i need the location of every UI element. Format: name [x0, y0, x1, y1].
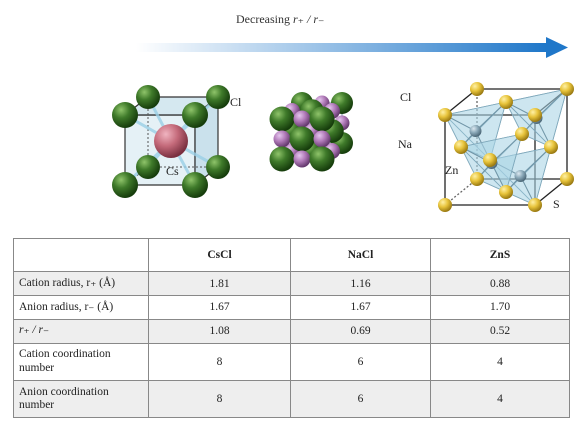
zns-s-atom — [528, 198, 542, 212]
zns-unit-cell — [438, 82, 574, 212]
zns-tetrahedron — [460, 100, 507, 161]
zns-zn-atom — [469, 125, 482, 137]
zns-s-atom — [515, 127, 529, 141]
table-cell: 1.81 — [148, 271, 291, 296]
table-cell: 8 — [148, 379, 291, 419]
zns-bond — [520, 146, 552, 177]
zns-anion-label: S — [553, 197, 560, 211]
table-header-cell: ZnS — [430, 237, 570, 273]
zns-tetrahedron — [505, 101, 552, 148]
table-row: Anion radius, r₋ (Å) 1.67 1.67 1.70 — [13, 294, 570, 320]
nacl-na-atom — [313, 130, 331, 148]
row-label: Cation coordination number — [13, 342, 149, 381]
row-label: Anion coordination number — [13, 379, 149, 419]
zns-s-atom — [470, 82, 484, 96]
arrow-label-ratio: r₊ / r₋ — [292, 12, 325, 26]
nacl-anion-label: Cl — [400, 90, 412, 104]
row-label: Cation radius, r₊ (Å) — [13, 271, 149, 296]
zns-s-atom — [499, 185, 513, 199]
cscl-cl-atom — [182, 172, 208, 198]
table-row: Cation radius, r₊ (Å) 1.81 1.16 0.88 — [13, 271, 570, 296]
cscl-cl-atom — [136, 85, 160, 109]
table-cell: 1.70 — [430, 294, 570, 320]
nacl-cl-atom — [269, 106, 295, 132]
zns-cation-label: Zn — [445, 163, 459, 177]
zns-s-atom — [470, 172, 484, 186]
cscl-cl-atom — [112, 172, 138, 198]
nacl-na-atom — [273, 130, 291, 148]
cscl-cl-atom — [206, 155, 230, 179]
nacl-cation-label: Na — [398, 137, 412, 151]
crystal-structures — [112, 37, 574, 212]
table-cell: 4 — [430, 342, 570, 381]
zns-s-atom — [560, 82, 574, 96]
table-header-cell — [13, 237, 149, 273]
zns-s-atom — [438, 198, 452, 212]
table-cell: 6 — [290, 342, 431, 381]
zns-s-atom — [528, 108, 542, 122]
cscl-cl-atom — [182, 102, 208, 128]
table-cell: 4 — [430, 379, 570, 419]
table-row: Anion coordination number 8 6 4 — [13, 379, 570, 419]
table-cell: 1.67 — [290, 294, 431, 320]
arrow-label: Decreasing r₊ / r₋ — [236, 12, 324, 27]
zns-s-atom — [454, 140, 468, 154]
row-label: r₊ / r₋ — [13, 318, 149, 344]
table-cell: 1.08 — [148, 318, 291, 344]
zns-zn-atom — [514, 170, 527, 182]
table-cell: 8 — [148, 342, 291, 381]
zns-cell-edge — [444, 178, 478, 206]
zns-s-atom — [438, 108, 452, 122]
table-cell: 6 — [290, 379, 431, 419]
table-header-cell: NaCl — [290, 237, 431, 273]
table-cell: 0.69 — [290, 318, 431, 344]
cscl-cl-atom — [206, 85, 230, 109]
zns-s-atom — [499, 95, 513, 109]
decreasing-ratio-arrow — [136, 37, 568, 58]
row-label: Anion radius, r₋ (Å) — [13, 294, 149, 320]
cscl-unit-cell — [112, 85, 230, 198]
table-cell: 1.16 — [290, 271, 431, 296]
zns-s-atom — [483, 153, 497, 167]
table-header-row: CsCl NaCl ZnS — [13, 237, 570, 273]
cscl-anion-label: Cl — [230, 95, 242, 109]
nacl-na-atom — [293, 150, 311, 168]
table-row: r₊ / r₋ 1.08 0.69 0.52 — [13, 318, 570, 344]
table-cell: 0.52 — [430, 318, 570, 344]
nacl-cl-atom — [269, 146, 295, 172]
zns-bond — [475, 101, 507, 132]
table-row: Cation coordination number 8 6 4 — [13, 342, 570, 381]
nacl-cl-atom — [309, 146, 335, 172]
table-cell: 0.88 — [430, 271, 570, 296]
zns-s-atom — [560, 172, 574, 186]
cscl-cl-atom — [136, 155, 160, 179]
table-cell: 1.67 — [148, 294, 291, 320]
nacl-cl-atom — [289, 126, 315, 152]
table-header-cell: CsCl — [148, 237, 291, 273]
cscl-cs-atom — [154, 124, 188, 158]
arrow-label-prefix: Decreasing — [236, 12, 293, 26]
nacl-cl-atom — [309, 106, 335, 132]
cscl-cation-label: Cs — [166, 164, 179, 178]
nacl-unit-cell — [269, 92, 353, 172]
comparison-table: CsCl NaCl ZnS Cation radius, r₊ (Å) 1.81… — [13, 237, 570, 419]
zns-s-atom — [544, 140, 558, 154]
cscl-cl-atom — [112, 102, 138, 128]
nacl-na-atom — [293, 110, 311, 128]
